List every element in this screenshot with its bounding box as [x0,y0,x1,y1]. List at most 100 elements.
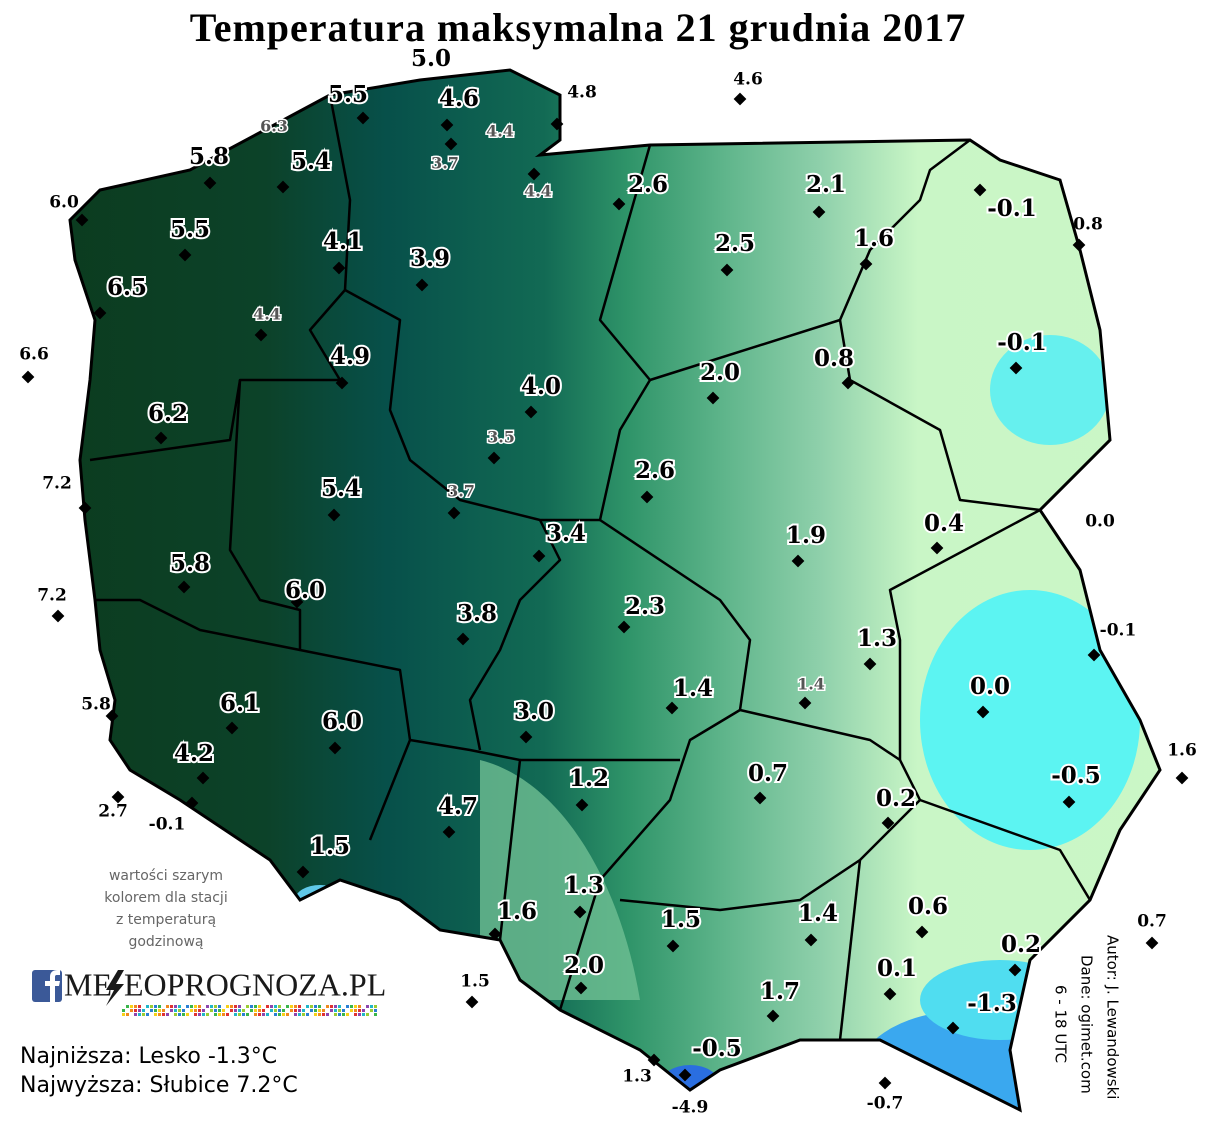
station-value: 5.5 [328,81,368,108]
station-value: 4.4 [524,182,552,201]
logo-pixel [230,1005,233,1008]
station-value: 6.2 [148,400,188,427]
station-marker [154,431,168,445]
logo-pixel [322,1009,325,1012]
station-value: 0.7 [748,760,788,787]
logo-pixel [274,1009,277,1012]
station-marker [75,213,89,227]
logo-pixel [310,1009,313,1012]
logo-pixel [130,1009,133,1012]
logo-pixel [154,1009,157,1012]
station-value: 1.6 [854,225,894,252]
logo-pixel [142,1009,145,1012]
station-value: 1.3 [622,1067,652,1087]
logo-pixel [322,1013,325,1016]
station-value: 0.8 [1073,215,1103,235]
logo-pixel [134,1005,137,1008]
logo-pixel [198,1013,201,1016]
station-marker [878,1076,892,1090]
logo-pixel [186,1013,189,1016]
logo-pixel [342,1013,345,1016]
logo-pixel [206,1013,209,1016]
station-value: 2.0 [700,359,740,386]
station-marker [332,261,346,275]
station-value: 1.2 [569,765,609,792]
logo-pixel [234,1005,237,1008]
station-value: 0.6 [908,893,948,920]
station-marker [356,111,370,125]
station-marker [203,176,217,190]
logo-pixel [178,1009,181,1012]
station-value: 1.5 [661,906,701,933]
logo-pixel [154,1013,157,1016]
station-value: 6.0 [322,708,362,735]
region-borders [89,94,1092,1041]
station-value: 6.0 [49,193,79,213]
logo-pixel [254,1009,257,1012]
logo-pixel [258,1013,261,1016]
station-value: 2.3 [625,593,665,620]
station-value: -4.9 [672,1098,709,1118]
logo-pixel [238,1009,241,1012]
logo-pixel [134,1013,137,1016]
logo-pixel [162,1009,165,1012]
logo-pixel [130,1005,133,1008]
logo-pixel [350,1009,353,1012]
station-marker [254,328,268,342]
logo-pixel [298,1013,301,1016]
station-value: 2.6 [635,457,675,484]
logo-pixel [214,1013,217,1016]
station-marker [733,92,747,106]
station-value: 1.6 [1167,741,1197,761]
logo-pixel [330,1005,333,1008]
logo-pixel [250,1005,253,1008]
station-value: 3.7 [431,154,459,173]
logo-pixel [174,1009,177,1012]
logo-pixel [266,1005,269,1008]
station-value: 1.5 [460,972,490,992]
logo-pixel [286,1005,289,1008]
logo-pixel [138,1013,141,1016]
station-value: -0.5 [692,1035,742,1062]
station-marker [93,306,107,320]
logo-pixel [342,1009,345,1012]
logo-pixel [150,1009,153,1012]
logo-pixel [274,1013,277,1016]
note-line: wartości szarym [109,868,223,884]
logo-pixel [206,1005,209,1008]
note-line: kolorem dla stacji [104,890,227,906]
station-value: 1.7 [760,978,800,1005]
station-value: 4.2 [174,740,214,767]
logo-pixel [142,1013,145,1016]
logo-pixel [326,1005,329,1008]
logo-text: EOPROGNOZA.PL [124,966,386,1002]
logo-pixel [170,1009,173,1012]
logo-pixel [254,1013,257,1016]
logo-pixel [306,1005,309,1008]
logo-pixel [202,1009,205,1012]
logo-pixel [302,1013,305,1016]
logo-pixel [210,1009,213,1012]
logo-pixel [170,1005,173,1008]
logo-pixel [366,1013,369,1016]
logo-pixel [138,1009,141,1012]
station-value: 6.0 [285,577,325,604]
station-marker [487,451,501,465]
logo-pixel [354,1009,357,1012]
summary-max: Najwyższa: Słubice 7.2°C [20,1073,298,1098]
logo-pixel [154,1005,157,1008]
logo-pixel [174,1013,177,1016]
logo-pixel [274,1005,277,1008]
logo-pixel [222,1013,225,1016]
logo-pixel [202,1013,205,1016]
station-marker [440,118,454,132]
logo-pixel [150,1005,153,1008]
logo-pixel [178,1005,181,1008]
station-value: 3.7 [447,482,475,501]
note: wartości szarym kolorem dla stacji z tem… [104,868,227,950]
logo-pixel [234,1013,237,1016]
station-marker [1175,771,1189,785]
station-value: 7.2 [42,474,72,494]
station-marker [21,370,35,384]
logo-bolt [106,970,124,1006]
